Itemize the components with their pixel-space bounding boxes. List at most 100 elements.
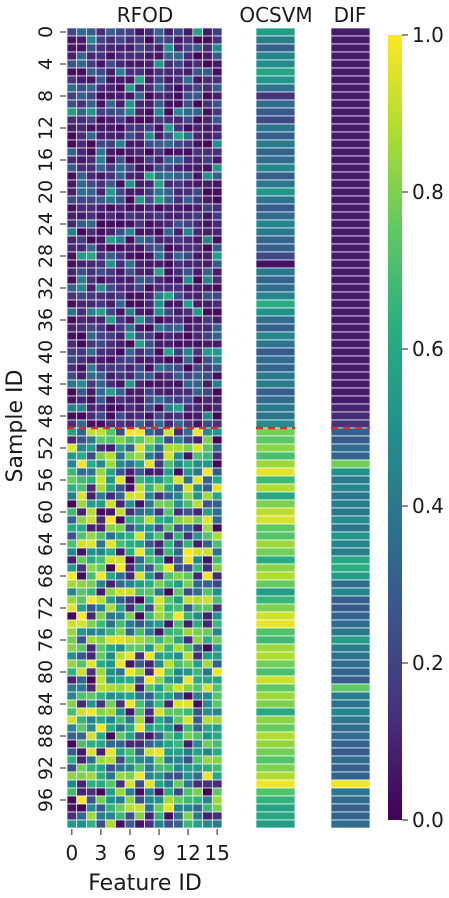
rfod-cell (95, 587, 107, 597)
rfod-cell (173, 515, 184, 525)
rfod-cell (211, 523, 223, 533)
ocsvm-cell (255, 707, 296, 717)
rfod-cell (182, 59, 194, 69)
rfod-cell (105, 235, 116, 245)
ocsvm-cell (255, 555, 296, 565)
dif-cell (330, 803, 371, 813)
rfod-cell (211, 251, 223, 261)
x-tick-label: 6 (124, 841, 137, 865)
rfod-cell (173, 651, 184, 661)
rfod-cell (134, 363, 145, 373)
rfod-cell (144, 347, 155, 357)
rfod-cell (95, 147, 107, 157)
rfod-cell (134, 115, 145, 125)
rfod-cell (124, 659, 136, 669)
rfod-cell (173, 27, 184, 37)
rfod-cell (66, 227, 78, 237)
rfod-cell (66, 203, 78, 213)
rfod-cell (153, 139, 165, 149)
rfod-cell (95, 251, 107, 261)
ocsvm-cell (255, 403, 296, 413)
rfod-cell (134, 51, 145, 61)
rfod-cell (76, 331, 87, 341)
rfod-cell (95, 411, 107, 421)
rfod-cell (173, 779, 184, 789)
rfod-cell (124, 459, 136, 469)
rfod-cell (134, 475, 145, 485)
rfod-cell (192, 115, 203, 125)
rfod-cell (202, 507, 213, 517)
dif-cell (330, 443, 371, 453)
rfod-cell (182, 627, 194, 637)
rfod-cell (86, 707, 97, 717)
rfod-cell (86, 443, 97, 453)
rfod-cell (192, 403, 203, 413)
rfod-cell (134, 315, 145, 325)
ocsvm-cell (255, 347, 296, 357)
rfod-cell (182, 235, 194, 245)
rfod-cell (134, 155, 145, 165)
rfod-cell (211, 443, 223, 453)
rfod-cell (66, 275, 78, 285)
ocsvm-cell (255, 595, 296, 605)
rfod-cell (153, 323, 165, 333)
rfod-cell (182, 715, 194, 725)
rfod-cell (124, 715, 136, 725)
rfod-cell (76, 491, 87, 501)
rfod-cell (211, 339, 223, 349)
rfod-cell (144, 731, 155, 741)
rfod-cell (153, 459, 165, 469)
rfod-cell (192, 707, 203, 717)
rfod-cell (86, 267, 97, 277)
rfod-cell (76, 267, 87, 277)
rfod-cell (211, 83, 223, 93)
rfod-cell (153, 731, 165, 741)
rfod-cell (173, 675, 184, 685)
rfod-cell (66, 619, 78, 629)
rfod-cell (211, 139, 223, 149)
rfod-cell (153, 379, 165, 389)
rfod-cell (115, 291, 126, 301)
rfod-cell (124, 747, 136, 757)
rfod-cell (202, 619, 213, 629)
rfod-cell (211, 27, 223, 37)
dif-cell (330, 811, 371, 821)
dif-cell (330, 515, 371, 525)
rfod-cell (202, 723, 213, 733)
rfod-cell (202, 763, 213, 773)
rfod-cell (66, 179, 78, 189)
rfod-cell (124, 811, 136, 821)
rfod-cell (86, 27, 97, 37)
rfod-cell (211, 131, 223, 141)
rfod-cell (115, 195, 126, 205)
rfod-cell (153, 371, 165, 381)
rfod-cell (86, 291, 97, 301)
rfod-cell (144, 307, 155, 317)
rfod-cell (153, 307, 165, 317)
rfod-cell (105, 475, 116, 485)
rfod-cell (202, 627, 213, 637)
rfod-cell (211, 531, 223, 541)
rfod-cell (182, 507, 194, 517)
rfod-cell (173, 739, 184, 749)
rfod-cell (153, 59, 165, 69)
rfod-cell (66, 539, 78, 549)
rfod-cell (192, 91, 203, 101)
rfod-cell (192, 443, 203, 453)
rfod-cell (95, 75, 107, 85)
rfod-cell (163, 315, 174, 325)
rfod-cell (66, 83, 78, 93)
rfod-cell (76, 131, 87, 141)
rfod-cell (76, 675, 87, 685)
rfod-cell (202, 659, 213, 669)
ocsvm-cell (255, 203, 296, 213)
rfod-cell (211, 499, 223, 509)
rfod-cell (124, 755, 136, 765)
rfod-cell (153, 355, 165, 365)
rfod-cell (182, 107, 194, 117)
ocsvm-cell (255, 211, 296, 221)
rfod-cell (124, 323, 136, 333)
rfod-cell (163, 59, 174, 69)
rfod-cell (86, 499, 97, 509)
y-tick-label: 48 (35, 404, 57, 428)
